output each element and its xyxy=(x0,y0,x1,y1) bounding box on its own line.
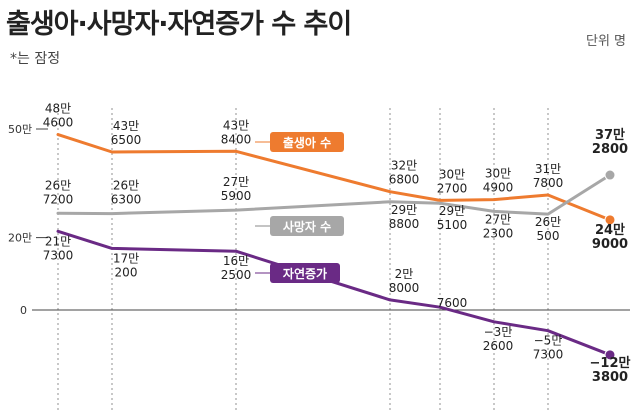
data-label-line2: 7300 xyxy=(43,248,74,262)
series-0-end-point xyxy=(604,214,616,226)
data-label-line2: 7800 xyxy=(533,176,564,190)
data-label-line2: 5100 xyxy=(437,218,468,232)
data-label-line1: 43만 xyxy=(223,118,249,132)
data-label-line2: 7200 xyxy=(43,192,74,206)
data-label-line1: 29만 xyxy=(391,203,417,217)
series-line-2 xyxy=(56,229,612,357)
data-label-line1: 29만 xyxy=(439,204,465,218)
data-label-line1: −5만 xyxy=(534,334,563,348)
data-label-line1: 24만 xyxy=(595,222,625,238)
data-label-line1: −12만 xyxy=(590,355,631,371)
data-label-line1: −3만 xyxy=(484,325,513,339)
data-label-line2: 2500 xyxy=(221,268,252,282)
data-label-line1: 48만 xyxy=(45,102,71,116)
series-tag-label-1: 사망자 수 xyxy=(283,219,331,234)
unit-label: 단위 명 xyxy=(585,34,626,49)
data-label-line2: 6300 xyxy=(111,193,142,207)
series-tag-box-2 xyxy=(270,263,340,283)
data-label-line2: 3800 xyxy=(592,370,628,385)
data-label-line2: 8000 xyxy=(389,281,420,295)
provisional-note: *는 잠정 xyxy=(10,51,61,67)
data-label-line1: 16만 xyxy=(223,254,249,268)
data-label-line2: 200 xyxy=(115,265,138,279)
y-tick-label-1: 20만 xyxy=(8,232,32,245)
data-label-line1: 37만 xyxy=(595,127,625,143)
y-tick-label-2: 0 xyxy=(20,304,27,317)
data-label-line2: 2700 xyxy=(437,181,468,195)
data-label-line2: 2600 xyxy=(483,339,514,353)
data-label-line1: 26만 xyxy=(113,179,139,193)
data-label-line2: 4900 xyxy=(483,181,514,195)
data-label-line2: 4600 xyxy=(43,116,74,130)
series-tag-label-0: 출생아 수 xyxy=(283,135,331,150)
data-label-line1: 26만 xyxy=(45,178,71,192)
series-1-end-point xyxy=(604,169,616,181)
data-label-line1: 26만 xyxy=(535,215,561,229)
series-line-1 xyxy=(56,173,612,216)
data-label-line2: 2800 xyxy=(592,142,628,157)
data-label-series-2-5: 7600 xyxy=(437,296,468,310)
data-label-line1: 27만 xyxy=(223,175,249,189)
data-label-line1: 17만 xyxy=(113,251,139,265)
data-label-line1: 43만 xyxy=(113,119,139,133)
series-tag-label-2: 자연증가 xyxy=(283,266,327,281)
data-label-line2: 6800 xyxy=(389,173,420,187)
data-label-line2: 6500 xyxy=(111,133,142,147)
data-label-line1: 30만 xyxy=(439,167,465,181)
series-tag-box-1 xyxy=(270,216,344,236)
data-label-line1: 27만 xyxy=(485,212,511,226)
data-label-line1: 2만 xyxy=(395,267,414,281)
data-label-line2: 5900 xyxy=(221,189,252,203)
data-label-line2: 7600 xyxy=(437,296,468,310)
data-label-line2: 8800 xyxy=(389,217,420,231)
data-label-line1: 32만 xyxy=(391,159,417,173)
data-label-line1: 31만 xyxy=(535,162,561,176)
data-label-line2: 8400 xyxy=(221,132,252,146)
data-label-line2: 9000 xyxy=(592,237,628,252)
data-label-line1: 21만 xyxy=(45,234,71,248)
data-label-line2: 500 xyxy=(537,229,560,243)
data-label-line2: 7300 xyxy=(533,348,564,362)
chart-title: 출생아·사망자·자연증가 수 추이 xyxy=(6,9,352,40)
series-line-0 xyxy=(56,133,612,222)
series-2-end-point xyxy=(604,349,616,361)
data-label-line2: 2300 xyxy=(483,226,514,240)
data-label-line1: 30만 xyxy=(485,167,511,181)
series-tag-box-0 xyxy=(270,132,344,152)
y-tick-label-0: 50만 xyxy=(8,123,32,136)
